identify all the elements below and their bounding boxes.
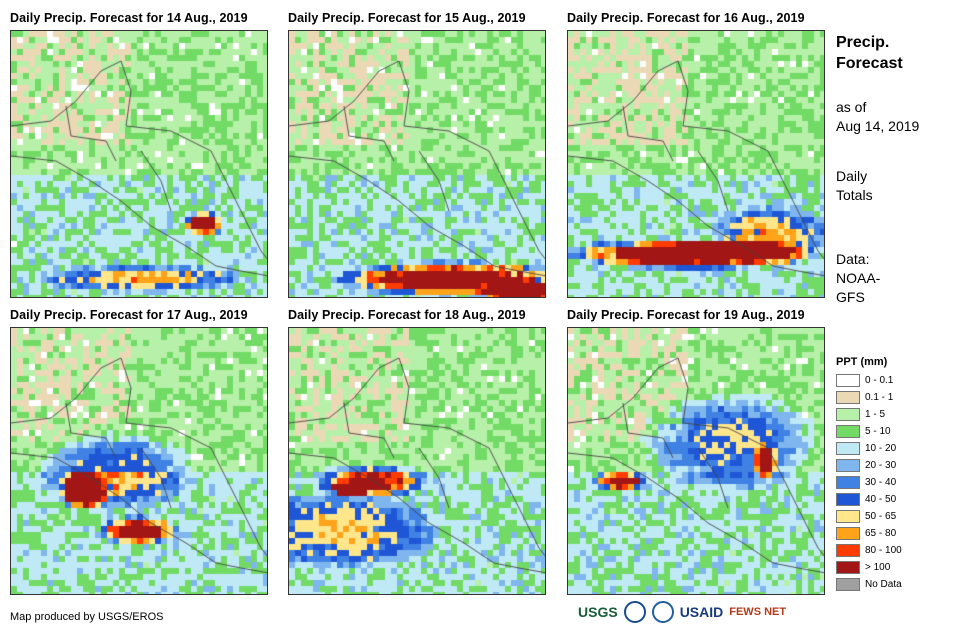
- legend-item: 5 - 10: [836, 423, 902, 440]
- legend-label: 0 - 0.1: [865, 375, 894, 386]
- legend-swatch: [836, 510, 860, 523]
- usaid-logo: USAID: [679, 604, 724, 620]
- panel-title-2: Daily Precip. Forecast for 15 Aug., 2019: [288, 11, 526, 25]
- legend-label: 1 - 5: [865, 409, 886, 420]
- totals-line1: Daily: [836, 168, 868, 184]
- forecast-map-4: [10, 327, 268, 595]
- legend-item: 0.1 - 1: [836, 389, 902, 406]
- legend-swatch: [836, 578, 860, 591]
- forecast-map-2: [288, 30, 546, 298]
- legend-swatch: [836, 391, 860, 404]
- as-of-line1: as of: [836, 99, 867, 115]
- legend-item: No Data: [836, 576, 902, 593]
- legend-swatch: [836, 408, 860, 421]
- as-of-line2: Aug 14, 2019: [836, 118, 920, 134]
- panel-title-3: Daily Precip. Forecast for 16 Aug., 2019: [567, 11, 805, 25]
- side-title-line2: Forecast: [836, 55, 903, 72]
- legend-label: 20 - 30: [865, 460, 897, 471]
- legend-item: 30 - 40: [836, 474, 902, 491]
- credit-text: Map produced by USGS/EROS: [10, 611, 164, 623]
- legend-title: PPT (mm): [836, 356, 888, 368]
- fewsnet-logo: FEWS NET: [729, 606, 787, 618]
- legend-swatch: [836, 544, 860, 557]
- legend-swatch: [836, 374, 860, 387]
- legend-label: 0.1 - 1: [865, 392, 894, 403]
- legend-item: 1 - 5: [836, 406, 902, 423]
- data-line3: GFS: [836, 289, 865, 305]
- legend-label: 30 - 40: [865, 477, 897, 488]
- as-of-text: as of Aug 14, 2019: [836, 98, 919, 136]
- forecast-map-6: [567, 327, 825, 595]
- legend-item: 80 - 100: [836, 542, 902, 559]
- side-title: Precip. Forecast: [836, 32, 903, 74]
- logos: USGS USAID FEWS NET: [578, 601, 786, 623]
- legend-label: > 100: [865, 562, 891, 573]
- legend-swatch: [836, 476, 860, 489]
- legend-item: 40 - 50: [836, 491, 902, 508]
- data-line1: Data:: [836, 251, 870, 267]
- noaa-logo: [623, 601, 646, 623]
- forecast-map-5: [288, 327, 546, 595]
- legend-swatch: [836, 425, 860, 438]
- panel-title-4: Daily Precip. Forecast for 17 Aug., 2019: [10, 308, 248, 322]
- totals-line2: Totals: [836, 187, 873, 203]
- legend-swatch: [836, 561, 860, 574]
- legend-label: 10 - 20: [865, 443, 897, 454]
- totals-text: Daily Totals: [836, 167, 873, 205]
- legend-swatch: [836, 459, 860, 472]
- legend-swatch: [836, 527, 860, 540]
- legend-item: 50 - 65: [836, 508, 902, 525]
- data-line2: NOAA-: [836, 270, 881, 286]
- forecast-map-3: [567, 30, 825, 298]
- legend-swatch: [836, 442, 860, 455]
- legend-label: 40 - 50: [865, 494, 897, 505]
- legend-swatch: [836, 493, 860, 506]
- legend-label: 65 - 80: [865, 528, 897, 539]
- legend-label: 80 - 100: [865, 545, 902, 556]
- legend-item: 0 - 0.1: [836, 372, 902, 389]
- side-title-line1: Precip.: [836, 34, 890, 51]
- panel-title-6: Daily Precip. Forecast for 19 Aug., 2019: [567, 308, 805, 322]
- usgs-logo: USGS: [578, 604, 618, 620]
- legend-item: > 100: [836, 559, 902, 576]
- legend-label: 5 - 10: [865, 426, 891, 437]
- legend-item: 20 - 30: [836, 457, 902, 474]
- eros-logo: [651, 601, 674, 623]
- panel-title-5: Daily Precip. Forecast for 18 Aug., 2019: [288, 308, 526, 322]
- legend-label: 50 - 65: [865, 511, 897, 522]
- panel-title-1: Daily Precip. Forecast for 14 Aug., 2019: [10, 11, 248, 25]
- data-source-text: Data: NOAA- GFS: [836, 250, 880, 307]
- legend-item: 65 - 80: [836, 525, 902, 542]
- legend: PPT (mm) 0 - 0.1 0.1 - 1 1 - 5 5 - 10 10 - 2…: [836, 356, 902, 593]
- forecast-map-1: [10, 30, 268, 298]
- legend-item: 10 - 20: [836, 440, 902, 457]
- legend-label: No Data: [865, 579, 902, 590]
